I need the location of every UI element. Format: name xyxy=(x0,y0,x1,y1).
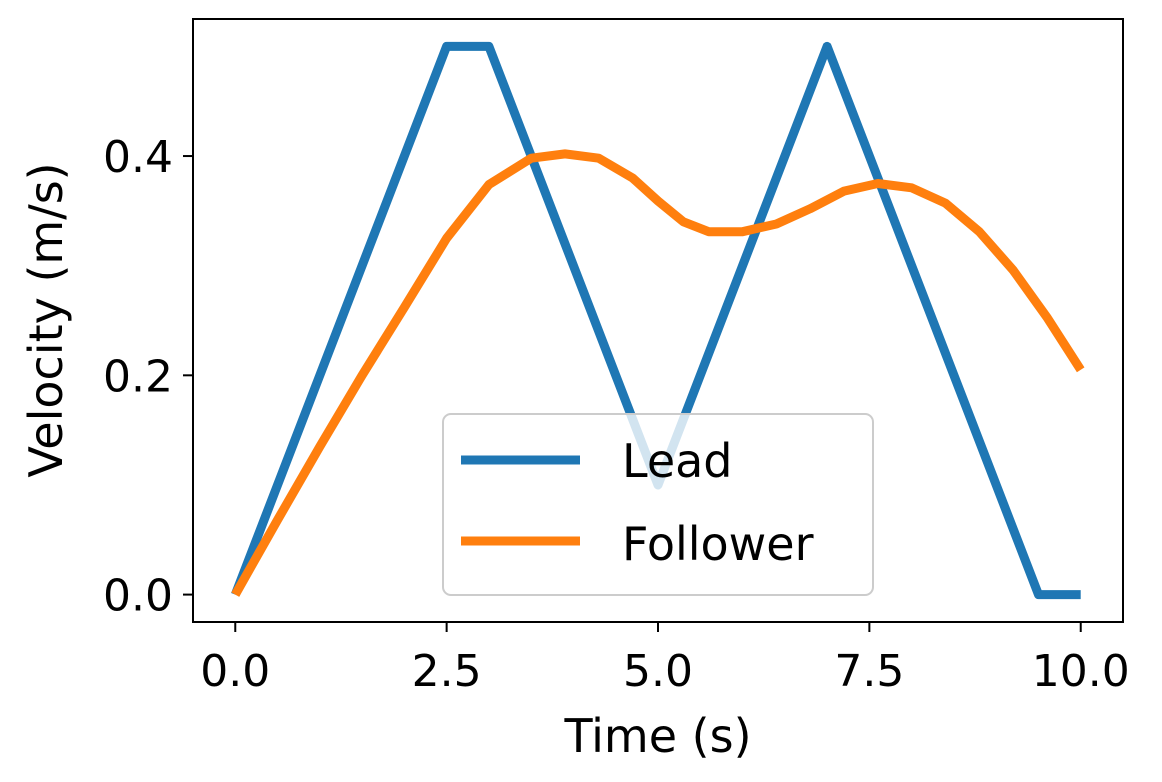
x-tick-label: 0.0 xyxy=(200,646,270,697)
y-tick-label: 0.4 xyxy=(103,132,173,183)
x-tick-label: 7.5 xyxy=(834,646,904,697)
y-tick-label: 0.2 xyxy=(103,351,173,402)
legend-label-follower: Follower xyxy=(622,517,814,571)
x-ticks: 0.0 2.5 5.0 7.5 10.0 xyxy=(200,622,1130,697)
legend: Lead Follower xyxy=(442,413,874,596)
y-axis-label: Velocity (m/s) xyxy=(19,162,73,477)
x-axis-label: Time (s) xyxy=(563,709,751,763)
y-tick-label: 0.0 xyxy=(103,571,173,622)
x-tick-label: 2.5 xyxy=(412,646,482,697)
x-tick-label: 5.0 xyxy=(623,646,693,697)
x-tick-label: 10.0 xyxy=(1032,646,1130,697)
series-line-follower xyxy=(231,149,1085,597)
legend-label-lead: Lead xyxy=(622,434,733,488)
y-ticks: 0.0 0.2 0.4 xyxy=(103,132,193,622)
